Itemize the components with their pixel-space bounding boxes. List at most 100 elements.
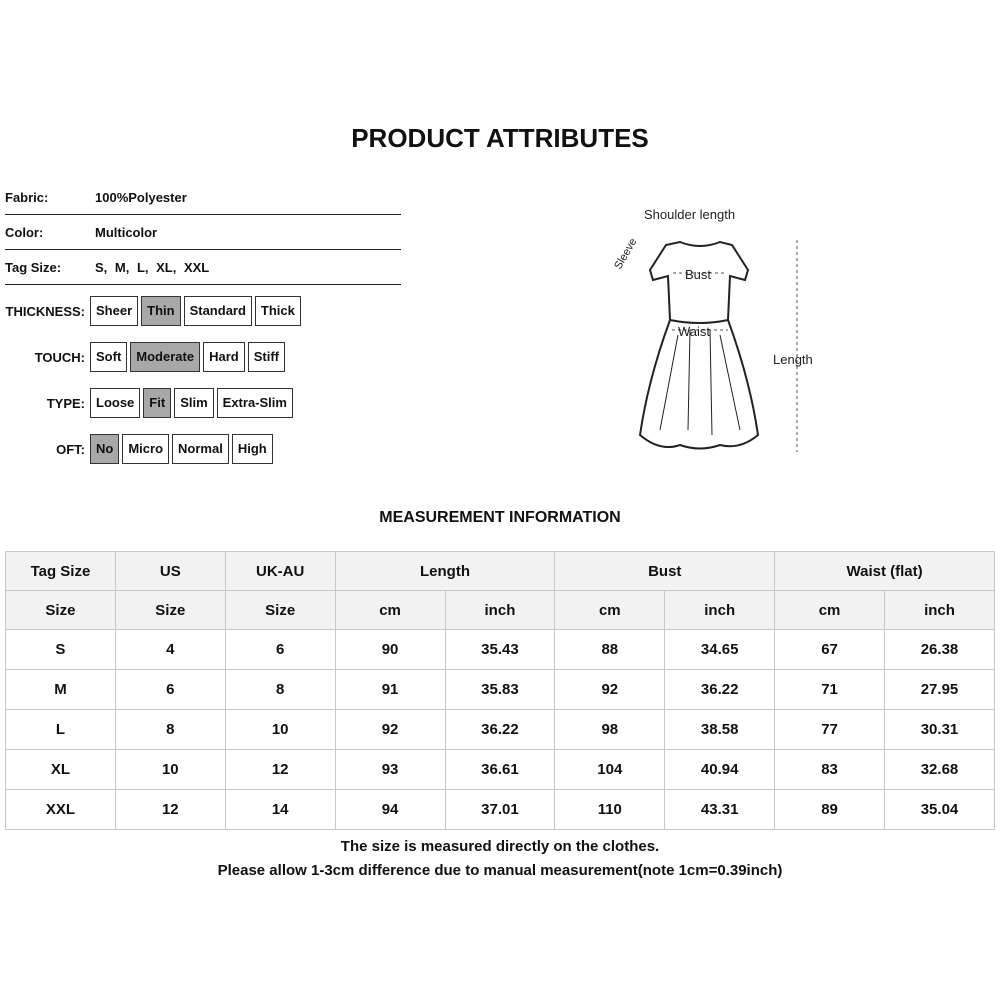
option-chip: Stiff	[246, 341, 286, 373]
table-cell: 77	[774, 709, 885, 750]
note-2: Please allow 1-3cm difference due to man…	[217, 862, 783, 879]
table-cell: S	[5, 629, 116, 670]
option-group: TOUCH: Soft Moderate Hard Stiff	[0, 341, 288, 373]
dress-diagram: Shoulder length Bust Waist Length Sleeve	[612, 207, 813, 452]
header-cell: cm	[774, 590, 885, 630]
table-cell: 14	[224, 789, 336, 830]
header-cell: Size	[114, 590, 226, 630]
attr-label: Color:	[5, 225, 44, 240]
label-length: Length	[773, 352, 813, 367]
table-cell: 93	[334, 749, 446, 790]
table-row: M 6 8 91 35.83 92 36.22 71 27.95	[5, 669, 995, 710]
option-group-label: OFT:	[56, 441, 85, 457]
label-waist: Waist	[678, 324, 710, 339]
option-chip: Loose	[88, 387, 142, 419]
header-cell: inch	[884, 590, 995, 630]
table-cell: 12	[114, 789, 226, 830]
header-cell: Tag Size	[5, 551, 116, 591]
table-cell: 110	[554, 789, 666, 830]
attr-value: 100%Polyester	[95, 190, 187, 205]
header-cell: Size	[5, 590, 116, 630]
table-cell: 91	[334, 669, 446, 710]
table-cell: 83	[774, 749, 885, 790]
table-cell: 36.61	[444, 749, 556, 790]
table-cell: 89	[774, 789, 885, 830]
attr-label: Fabric:	[5, 190, 49, 205]
option-chip: Standard	[182, 295, 253, 327]
table-cell: 38.58	[664, 709, 776, 750]
table-cell: 92	[554, 669, 666, 710]
table-cell: 27.95	[884, 669, 995, 710]
option-chip: Thick	[253, 295, 302, 327]
table-cell: 8	[114, 709, 226, 750]
table-cell: 104	[554, 749, 666, 790]
table-cell: 36.22	[444, 709, 556, 750]
option-chip: Normal	[171, 433, 230, 465]
label-sleeve: Sleeve	[612, 236, 639, 271]
header-cell: inch	[664, 590, 776, 630]
header-cell: cm	[334, 590, 446, 630]
table-cell: 98	[554, 709, 666, 750]
option-chip: Extra-Slim	[215, 387, 294, 419]
table-cell: 94	[334, 789, 446, 830]
table-cell: L	[5, 709, 116, 750]
table-cell: 37.01	[444, 789, 556, 830]
attr-fabric: Fabric: 100%Polyester	[5, 180, 401, 215]
label-shoulder: Shoulder length	[644, 207, 735, 222]
table-cell: 92	[334, 709, 446, 750]
table-row: XL 10 12 93 36.61 104 40.94 83 32.68	[5, 749, 995, 790]
header-cell: Size	[224, 590, 336, 630]
option-chip: High	[230, 433, 274, 465]
attr-value: S, M, L, XL, XXL	[95, 260, 210, 275]
option-chip: Hard	[202, 341, 246, 373]
option-chip: Micro	[121, 433, 171, 465]
attr-color: Color: Multicolor	[5, 215, 401, 250]
option-chip: No	[88, 433, 121, 465]
table-cell: 10	[224, 709, 336, 750]
header-cell: UK-AU	[224, 551, 336, 591]
option-chip: Soft	[88, 341, 129, 373]
table-cell: 10	[114, 749, 226, 790]
table-row: S 4 6 90 35.43 88 34.65 67 26.38	[5, 629, 995, 670]
option-chip: Fit	[142, 387, 173, 419]
measurement-title: MEASUREMENT INFORMATION	[379, 509, 621, 526]
table-row: L 8 10 92 36.22 98 38.58 77 30.31	[5, 709, 995, 750]
table-cell: XL	[5, 749, 116, 790]
table-row: XXL 12 14 94 37.01 110 43.31 89 35.04	[5, 789, 995, 830]
table-cell: 8	[224, 669, 336, 710]
attr-tag-size: Tag Size: S, M, L, XL, XXL	[5, 250, 401, 285]
attr-value: Multicolor	[95, 225, 158, 240]
table-cell: 71	[774, 669, 885, 710]
table-cell: 6	[224, 629, 336, 670]
table-cell: 35.43	[444, 629, 556, 670]
header-cell: cm	[554, 590, 666, 630]
size-table: Tag Size US UK-AU Length Bust Waist (flat) Siz…	[5, 551, 995, 830]
table-cell: 67	[774, 629, 885, 670]
table-cell: 26.38	[884, 629, 995, 670]
table-cell: 90	[334, 629, 446, 670]
table-cell: 40.94	[664, 749, 776, 790]
table-cell: 12	[224, 749, 336, 790]
table-cell: 35.83	[444, 669, 556, 710]
table-cell: M	[5, 669, 116, 710]
table-cell: 34.65	[664, 629, 776, 670]
option-group: THICKNESS: Sheer Thin Standard Thick	[0, 295, 304, 327]
option-group-label: TOUCH:	[34, 349, 85, 365]
table-cell: 4	[114, 629, 226, 670]
option-chip: Slim	[173, 387, 215, 419]
table-cell: 36.22	[664, 669, 776, 710]
header-row: Tag Size US UK-AU Length Bust Waist (flat)	[5, 551, 995, 591]
table-cell: 35.04	[884, 789, 995, 830]
option-group-label: THICKNESS:	[5, 303, 85, 319]
table-cell: XXL	[5, 789, 116, 830]
page-title: PRODUCT ATTRIBUTES	[351, 123, 649, 153]
table-cell: 30.31	[884, 709, 995, 750]
header-cell: US	[114, 551, 226, 591]
table-cell: 6	[114, 669, 226, 710]
option-chip: Moderate	[129, 341, 202, 373]
attr-label: Tag Size:	[5, 260, 62, 275]
option-chip: Thin	[140, 295, 182, 327]
header-cell: Length	[334, 551, 556, 591]
header-cell: Bust	[554, 551, 776, 591]
option-group-label: TYPE:	[46, 395, 85, 411]
